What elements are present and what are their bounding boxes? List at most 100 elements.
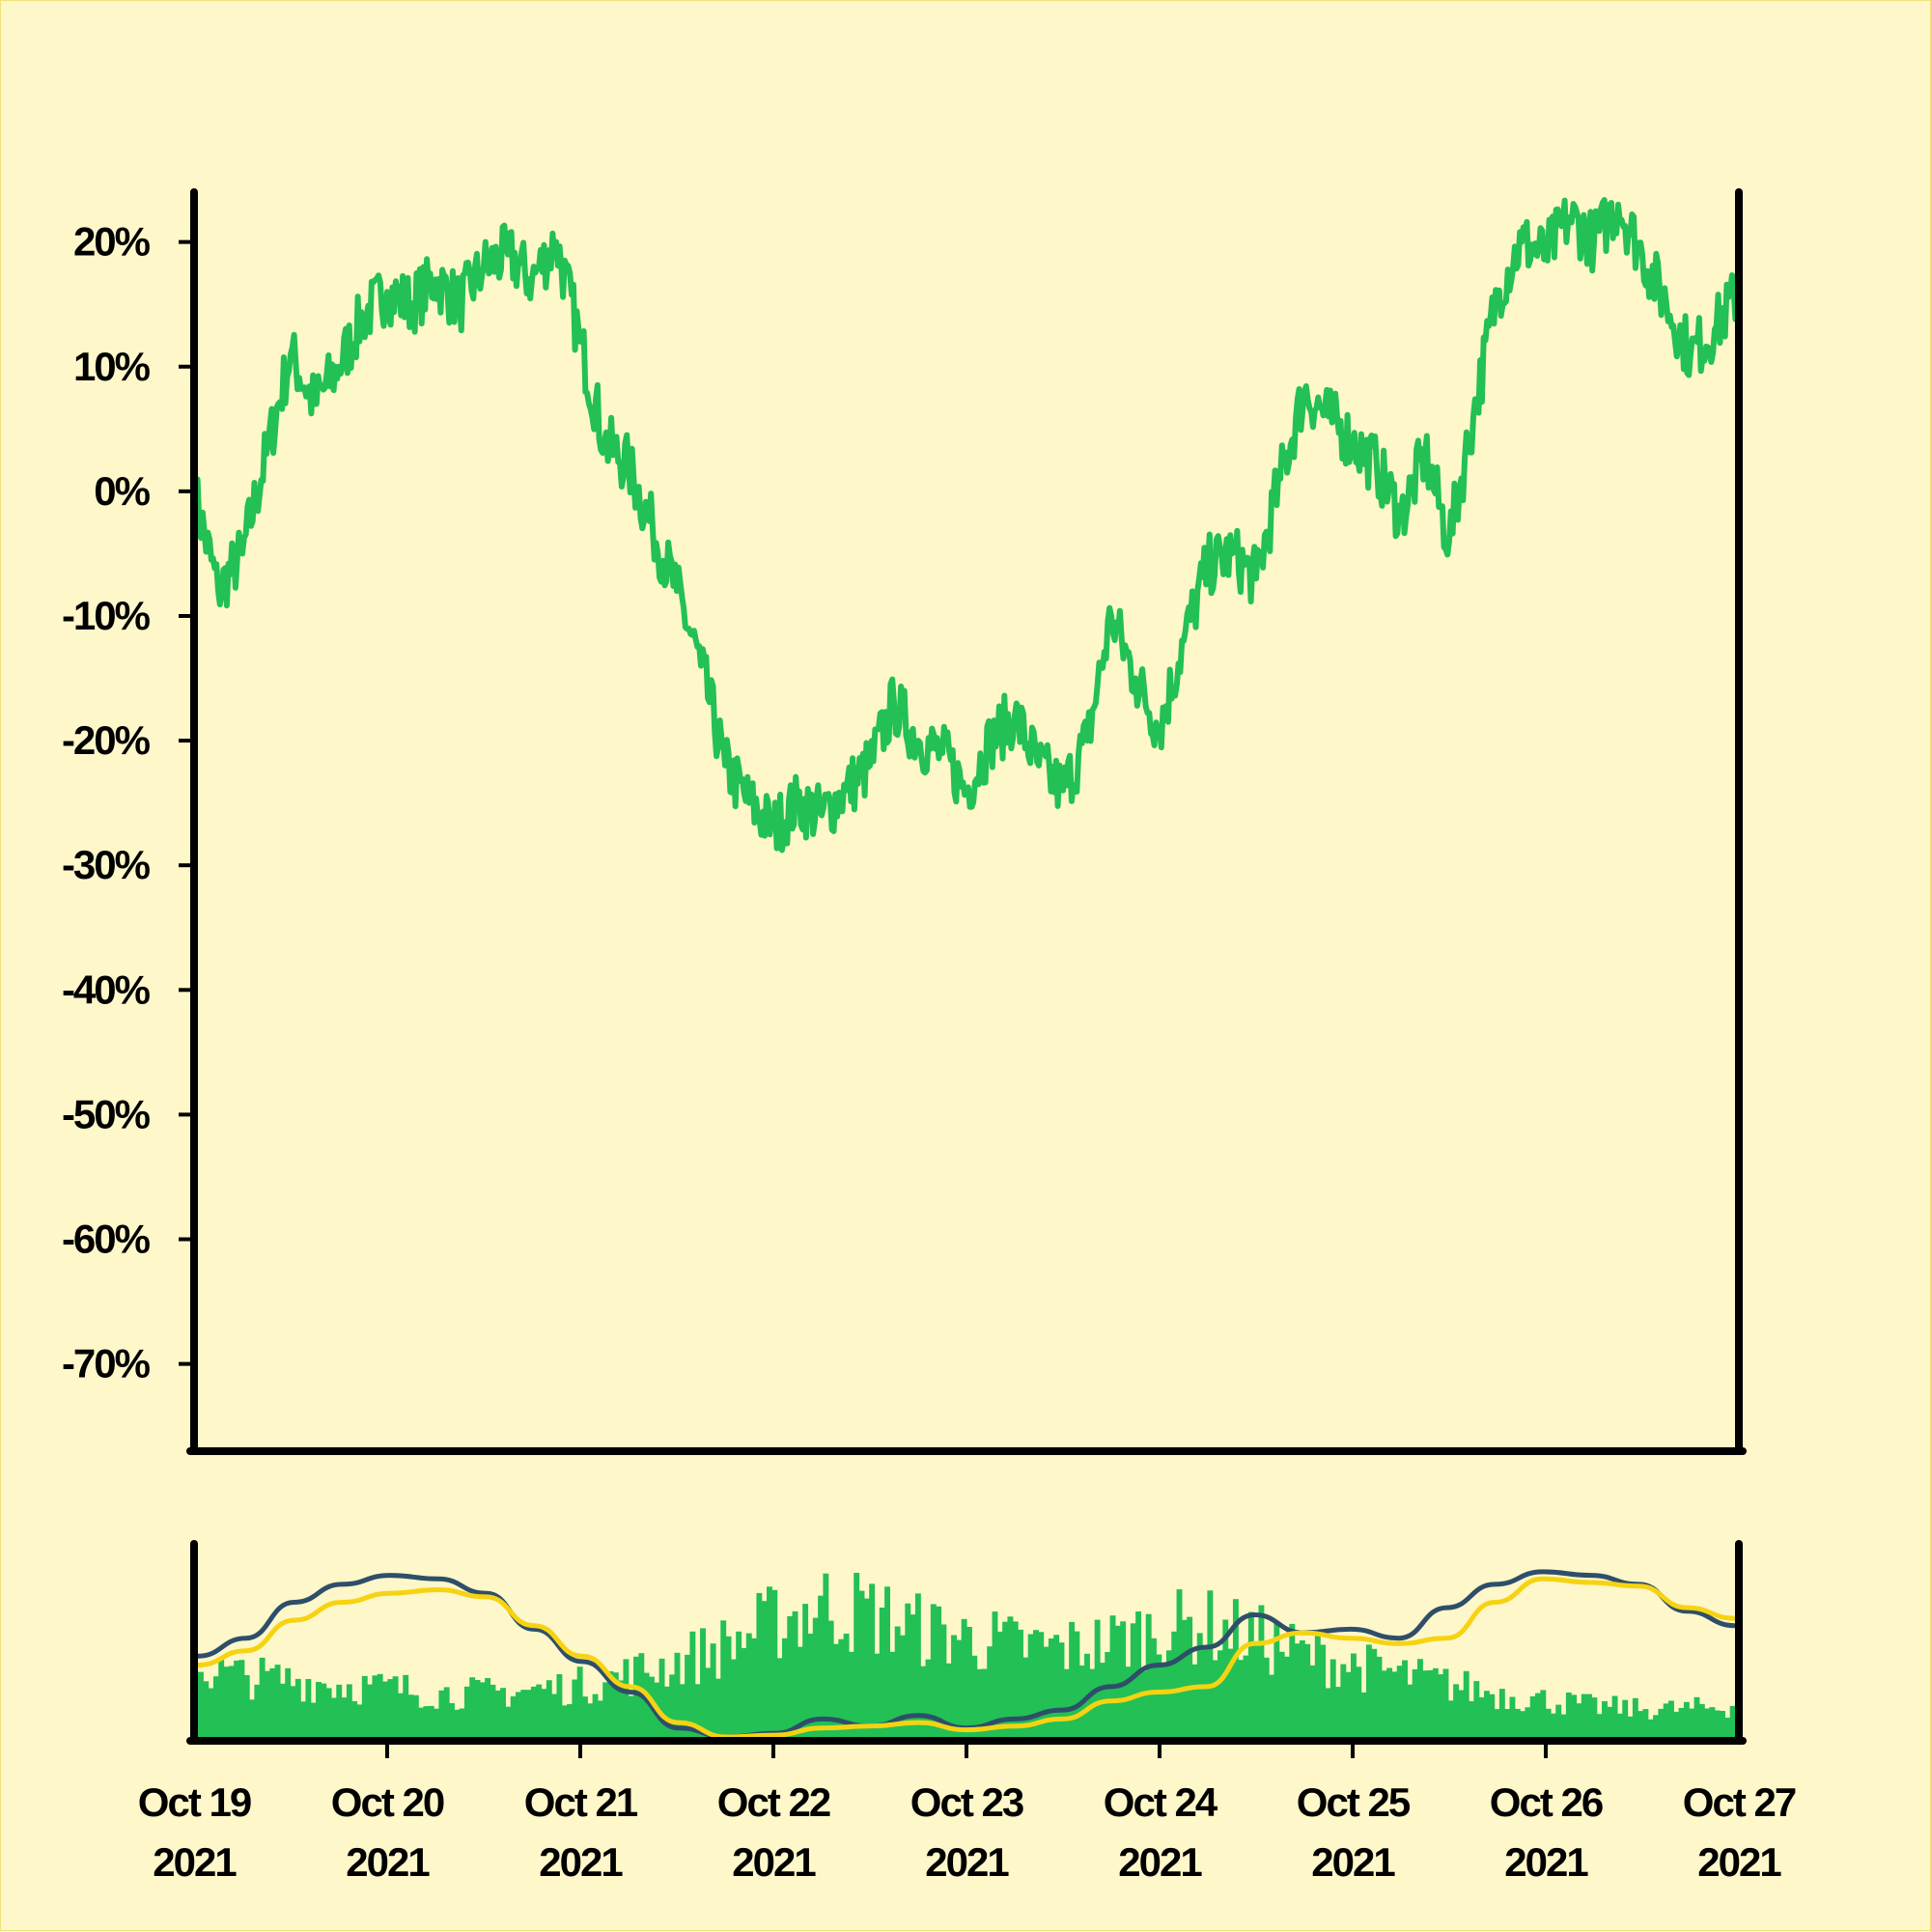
volume-bar	[767, 1586, 772, 1741]
volume-bar	[1469, 1701, 1474, 1741]
volume-bar	[900, 1635, 906, 1741]
volume-bar	[971, 1655, 978, 1741]
volume-bar	[1571, 1694, 1578, 1741]
volume-bar	[1396, 1666, 1403, 1741]
x-tick-label-date: Oct 26	[1490, 1779, 1603, 1825]
volume-bar	[1212, 1660, 1218, 1741]
volume-bar	[1371, 1648, 1378, 1741]
volume-bar	[1074, 1631, 1080, 1741]
volume-bar	[741, 1647, 747, 1741]
volume-bar	[1376, 1656, 1383, 1741]
volume-bar	[1289, 1623, 1296, 1741]
volume-bar	[745, 1633, 752, 1741]
volume-bar	[1314, 1634, 1321, 1741]
volume-bar	[1151, 1638, 1157, 1741]
volume-bar	[1535, 1693, 1541, 1741]
volume-bar	[1540, 1690, 1547, 1741]
volume-bar	[1243, 1655, 1249, 1741]
x-tick-label-year: 2021	[346, 1839, 430, 1885]
main-panel: 20% 10% 0% -10% -20% -30% -40% -50% -60% -70%	[62, 188, 1747, 1455]
volume-bar	[1555, 1704, 1562, 1741]
volume-bar	[1720, 1711, 1725, 1741]
volume-bar	[1273, 1623, 1280, 1741]
volume-bar	[1627, 1716, 1634, 1741]
volume-bar	[792, 1610, 798, 1741]
volume-bar	[1509, 1696, 1516, 1741]
volume-bar	[500, 1688, 506, 1741]
volume-bar	[294, 1678, 301, 1741]
volume-bar	[1238, 1660, 1245, 1741]
volume-bar	[274, 1665, 281, 1741]
volume-bar	[1698, 1703, 1705, 1741]
volume-bar	[218, 1658, 225, 1741]
volume-bar	[279, 1683, 286, 1741]
volume-bar	[536, 1684, 543, 1741]
y-tick-label: -40%	[62, 966, 151, 1012]
y-tick-label: 0%	[94, 468, 150, 514]
volume-bar	[1489, 1694, 1496, 1741]
volume-bar	[1642, 1709, 1649, 1741]
volume-bar	[756, 1592, 763, 1741]
x-tick-label-year: 2021	[1311, 1839, 1395, 1885]
volume-bar	[623, 1659, 630, 1741]
volume-bar	[1063, 1668, 1070, 1741]
volume-bar	[1458, 1690, 1465, 1741]
volume-bar	[1007, 1616, 1014, 1741]
volume-bar	[1181, 1619, 1188, 1741]
volume-bar	[443, 1687, 450, 1741]
volume-bar	[905, 1603, 911, 1741]
y-tick-label: -70%	[62, 1341, 151, 1386]
volume-bar	[459, 1708, 465, 1741]
volume-bar	[1171, 1631, 1178, 1741]
volume-bar	[710, 1643, 716, 1741]
volume-bar	[720, 1620, 727, 1741]
volume-bar	[1427, 1669, 1434, 1741]
volume-bar	[1232, 1599, 1239, 1741]
volume-bars	[198, 1573, 1736, 1741]
volume-bar	[597, 1700, 603, 1741]
volume-bar	[1678, 1707, 1685, 1741]
volume-bar	[1002, 1621, 1009, 1741]
volume-bar	[1109, 1615, 1116, 1741]
volume-bar	[249, 1699, 255, 1741]
volume-bar	[1576, 1703, 1582, 1741]
volume-bar	[1520, 1711, 1526, 1741]
volume-bar	[910, 1614, 916, 1741]
volume-bar	[428, 1705, 434, 1741]
volume-bar	[643, 1672, 650, 1741]
volume-bar	[940, 1624, 947, 1741]
x-tick-label-date: Oct 22	[717, 1779, 830, 1825]
main-y-axis: 20% 10% 0% -10% -20% -30% -40% -50% -60% -70%	[62, 219, 194, 1386]
y-tick-label: -30%	[62, 842, 151, 887]
volume-bar	[1416, 1659, 1423, 1741]
volume-bar	[494, 1690, 501, 1741]
volume-bar	[874, 1653, 881, 1741]
volume-bar	[1565, 1693, 1572, 1741]
volume-bar	[1309, 1665, 1316, 1741]
volume-bar	[356, 1704, 363, 1741]
volume-bar	[966, 1627, 972, 1741]
volume-bar	[884, 1586, 890, 1741]
volume-bar	[556, 1674, 563, 1741]
volume-bar	[1447, 1700, 1454, 1741]
volume-bar	[1704, 1708, 1711, 1741]
x-tick-label-year: 2021	[1504, 1839, 1588, 1885]
volume-bar	[1689, 1708, 1695, 1741]
volume-bar	[1550, 1713, 1556, 1741]
volume-bar	[1422, 1670, 1429, 1741]
volume-bar	[1145, 1613, 1152, 1741]
volume-bar	[351, 1701, 358, 1741]
volume-bar	[1637, 1711, 1644, 1741]
volume-bar	[602, 1682, 609, 1741]
volume-bar	[321, 1683, 327, 1741]
volume-bar	[1438, 1674, 1444, 1741]
volume-bar	[367, 1684, 374, 1741]
volume-bar	[382, 1681, 388, 1741]
y-tick-label: 20%	[73, 219, 151, 265]
volume-bar	[1032, 1630, 1039, 1741]
volume-bar	[1596, 1714, 1603, 1741]
volume-bar	[592, 1694, 599, 1741]
volume-bar	[1325, 1688, 1331, 1741]
volume-bar	[663, 1686, 670, 1741]
